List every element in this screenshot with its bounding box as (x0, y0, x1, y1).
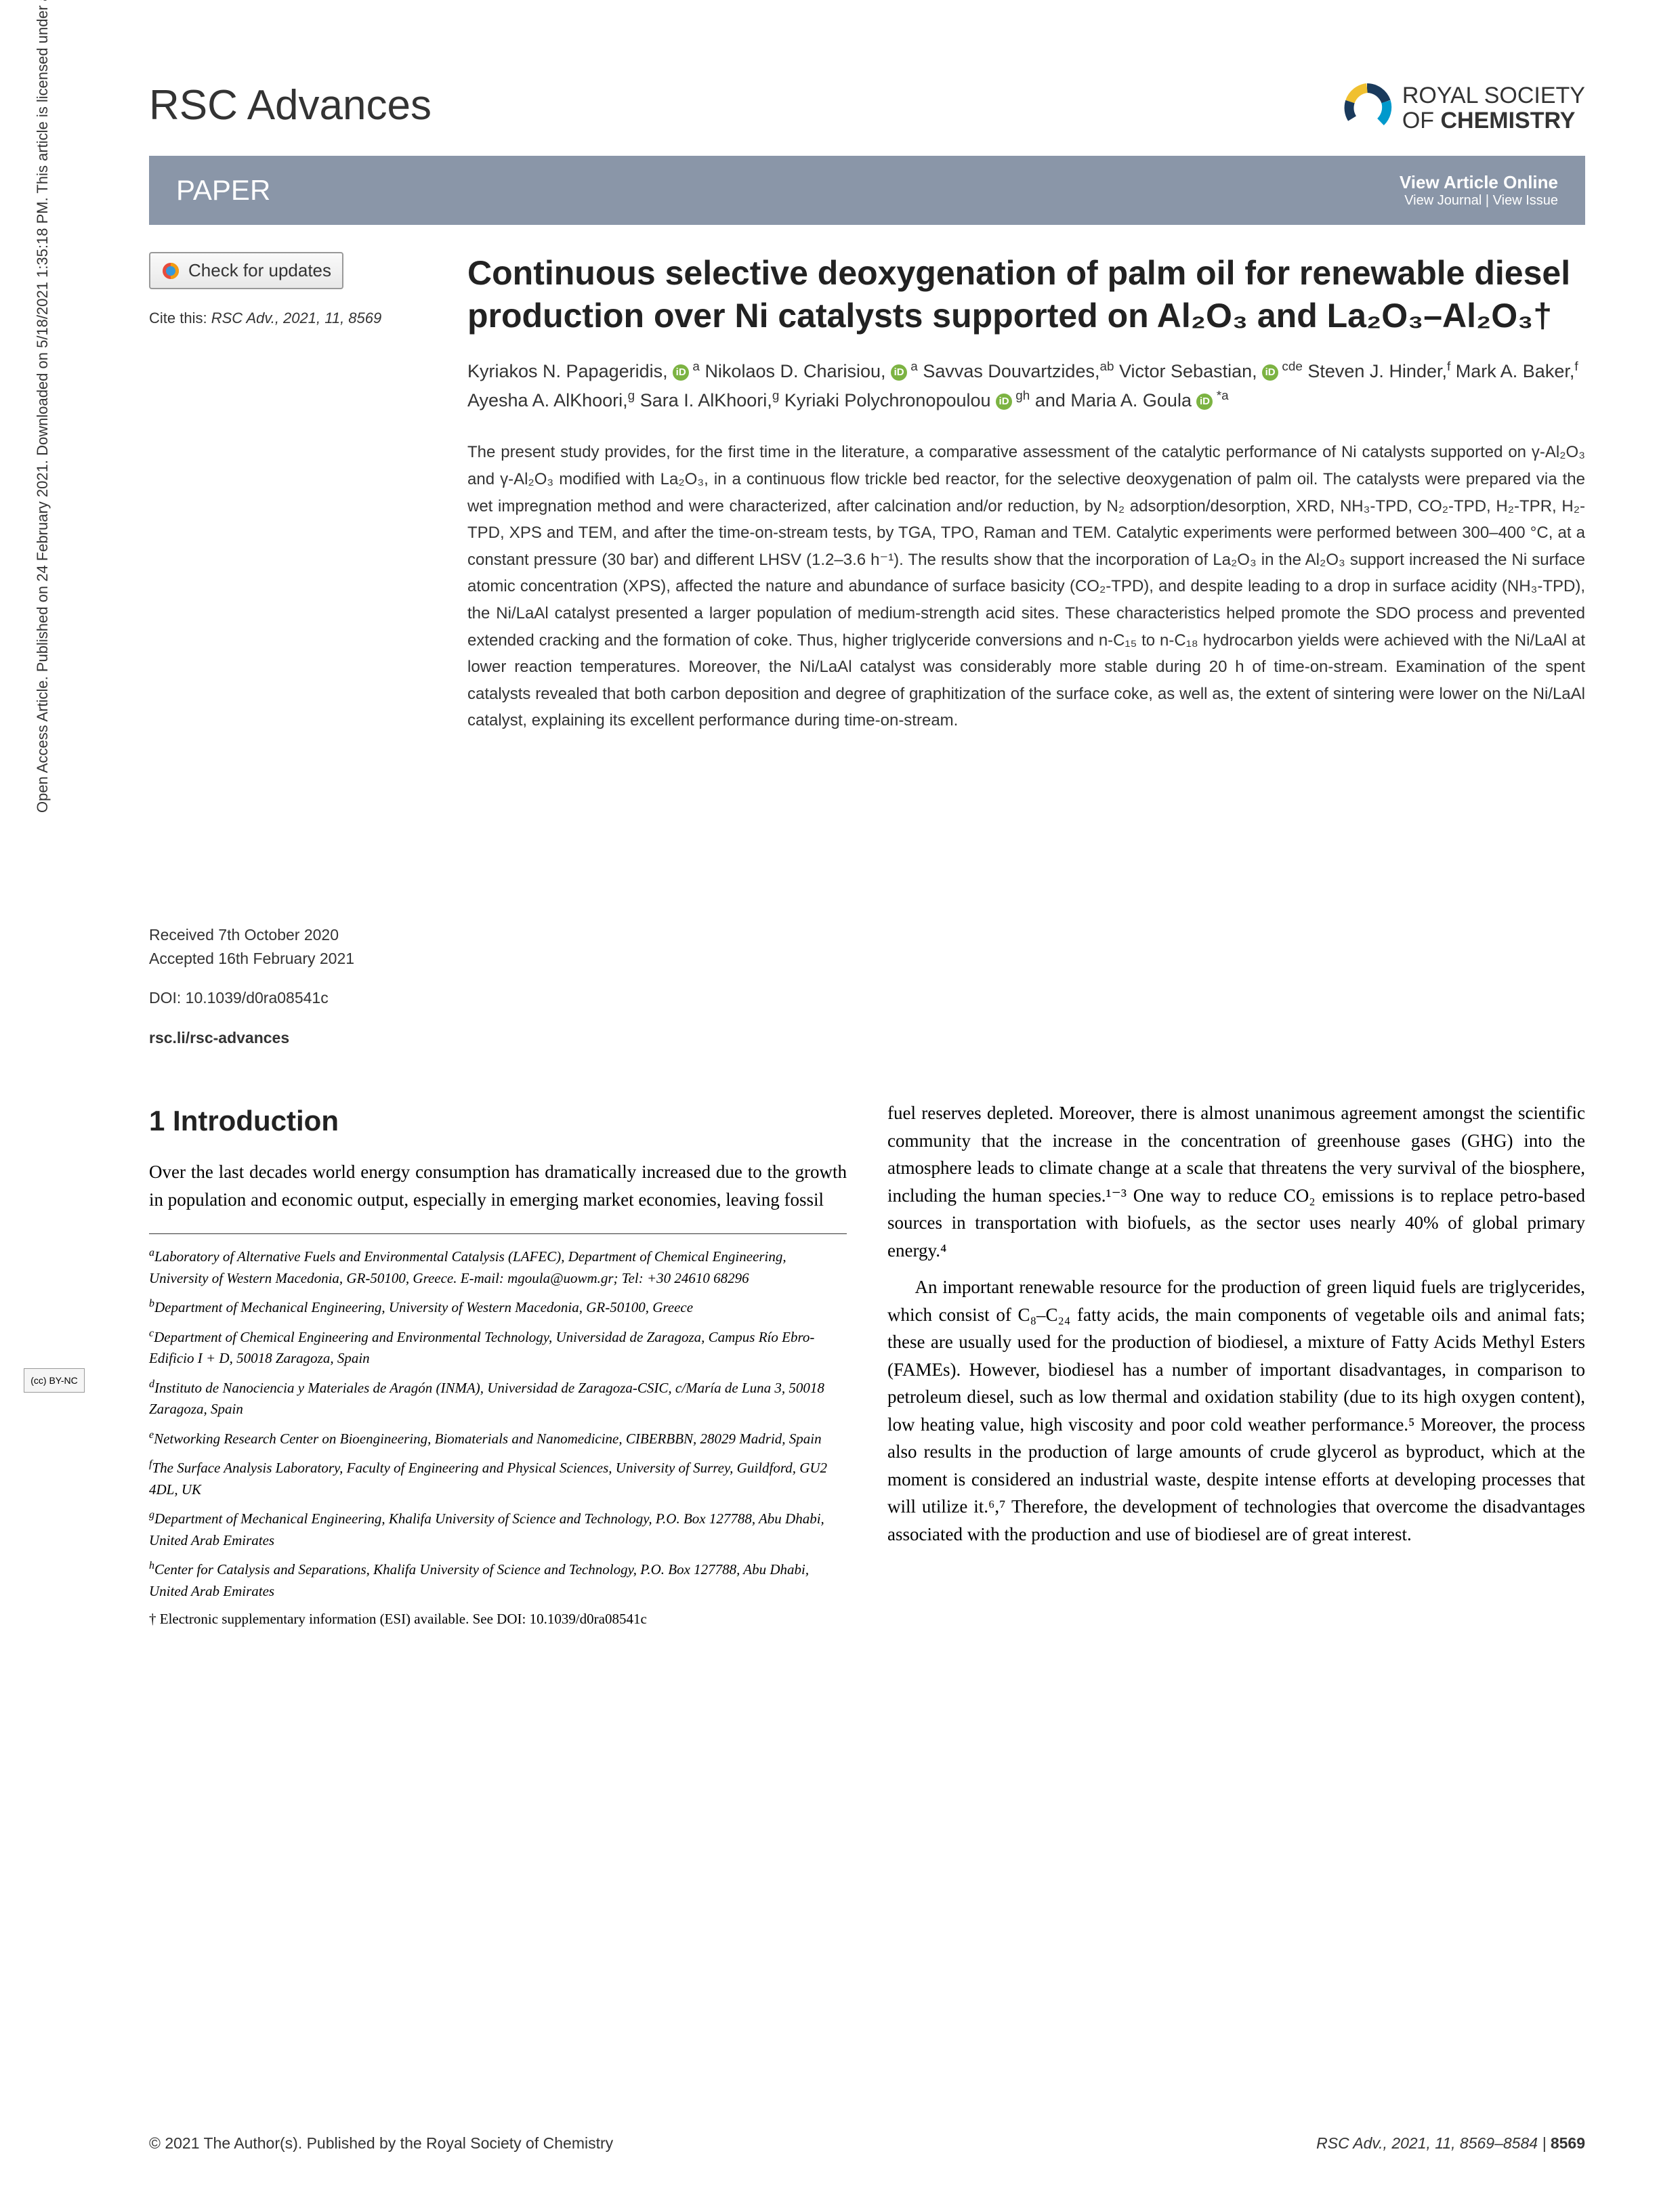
citation: Cite this: RSC Adv., 2021, 11, 8569 (149, 310, 434, 327)
header: RSC Advances ROYAL SOCIETY OF CHEMISTRY (149, 81, 1585, 135)
intro-paragraph-1: Over the last decades world energy consu… (149, 1158, 847, 1213)
publisher-line2: OF (1402, 108, 1441, 133)
abstract: The present study provides, for the firs… (467, 439, 1585, 734)
intro-heading: 1 Introduction (149, 1099, 847, 1142)
check-updates-label: Check for updates (188, 260, 331, 281)
journal-title: RSC Advances (149, 81, 432, 129)
received-date: Received 7th October 2020 (149, 923, 434, 947)
doi: DOI: 10.1039/d0ra08541c (149, 986, 434, 1010)
page-number: 8569 (1551, 2134, 1585, 2152)
view-journal-issue-links[interactable]: View Journal | View Issue (1400, 193, 1558, 209)
orcid-icon[interactable]: iD (673, 364, 689, 381)
access-sidebar-text: Open Access Article. Published on 24 Feb… (34, 0, 51, 813)
publisher-line1: ROYAL SOCIETY (1402, 83, 1585, 108)
rsc-logo-icon (1340, 81, 1394, 135)
body-paragraph-1: fuel reserves depleted. Moreover, there … (887, 1099, 1585, 1264)
crossmark-icon (161, 261, 180, 280)
cc-license-badge: (cc) BY-NC (24, 1368, 85, 1393)
body-paragraph-2: An important renewable resource for the … (887, 1273, 1585, 1548)
accepted-date: Accepted 16th February 2021 (149, 947, 434, 971)
check-updates-button[interactable]: Check for updates (149, 252, 343, 289)
orcid-icon[interactable]: iD (891, 364, 907, 381)
article-title: Continuous selective deoxygenation of pa… (467, 252, 1585, 337)
paper-banner: PAPER View Article Online View Journal |… (149, 156, 1585, 225)
affiliations: aLaboratory of Alternative Fuels and Env… (149, 1233, 847, 1630)
orcid-icon[interactable]: iD (1196, 394, 1213, 410)
footer-citation: RSC Adv., 2021, 11, 8569–8584 | (1316, 2134, 1551, 2152)
copyright: © 2021 The Author(s). Published by the R… (149, 2134, 613, 2153)
page-footer: © 2021 The Author(s). Published by the R… (149, 2134, 1585, 2153)
orcid-icon[interactable]: iD (1262, 364, 1278, 381)
publisher-logo: ROYAL SOCIETY OF CHEMISTRY (1340, 81, 1585, 135)
view-article-link[interactable]: View Article Online (1400, 172, 1558, 193)
publisher-bold: CHEMISTRY (1440, 108, 1575, 133)
authors: Kyriakos N. Papageridis, iD a Nikolaos D… (467, 357, 1585, 415)
orcid-icon[interactable]: iD (996, 394, 1012, 410)
journal-link[interactable]: rsc.li/rsc-advances (149, 1026, 434, 1050)
paper-label: PAPER (176, 174, 270, 207)
